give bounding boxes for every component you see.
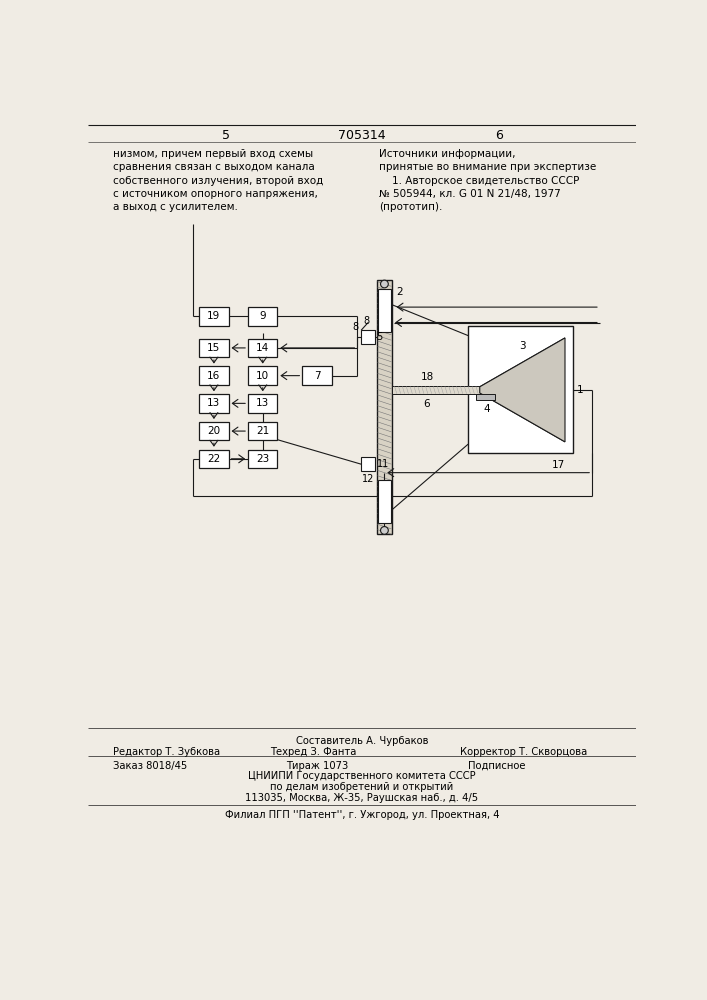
Bar bbox=[248, 422, 277, 440]
Text: 5: 5 bbox=[377, 332, 383, 342]
Bar bbox=[199, 339, 228, 357]
Text: 15: 15 bbox=[207, 343, 221, 353]
Text: 19: 19 bbox=[207, 311, 221, 321]
Text: Заказ 8018/45: Заказ 8018/45 bbox=[113, 761, 187, 771]
Bar bbox=[303, 366, 332, 385]
Text: 13: 13 bbox=[207, 398, 221, 408]
Text: 113035, Москва, Ж-35, Раушская наб., д. 4/5: 113035, Москва, Ж-35, Раушская наб., д. … bbox=[245, 793, 479, 803]
Bar bbox=[378, 289, 391, 332]
Text: 6: 6 bbox=[423, 399, 431, 409]
Text: 13: 13 bbox=[256, 398, 269, 408]
Text: 17: 17 bbox=[552, 460, 566, 470]
Text: Техред З. Фанта: Техред З. Фанта bbox=[271, 747, 357, 757]
Bar bbox=[199, 394, 228, 413]
Text: Подписное: Подписное bbox=[468, 761, 525, 771]
Text: 23: 23 bbox=[256, 454, 269, 464]
Text: 16: 16 bbox=[207, 371, 221, 381]
Text: 11: 11 bbox=[377, 459, 389, 469]
Text: Составитель А. Чурбаков: Составитель А. Чурбаков bbox=[296, 736, 428, 746]
Text: 705314: 705314 bbox=[338, 129, 386, 142]
Bar bbox=[248, 450, 277, 468]
Text: 10: 10 bbox=[256, 371, 269, 381]
Text: 2: 2 bbox=[396, 287, 403, 297]
Bar bbox=[248, 307, 277, 326]
Text: Корректор Т. Скворцова: Корректор Т. Скворцова bbox=[460, 747, 588, 757]
Bar bbox=[361, 330, 375, 344]
Circle shape bbox=[380, 527, 388, 534]
Polygon shape bbox=[480, 338, 565, 442]
Bar bbox=[248, 366, 277, 385]
Circle shape bbox=[380, 280, 388, 288]
Text: 18: 18 bbox=[421, 372, 433, 382]
Bar bbox=[476, 394, 495, 400]
Bar bbox=[377, 280, 392, 534]
Text: 7: 7 bbox=[314, 371, 320, 381]
Text: ЦНИИПИ Государственного комитета СССР: ЦНИИПИ Государственного комитета СССР bbox=[248, 771, 476, 781]
Text: 3: 3 bbox=[519, 341, 526, 351]
Text: по делам изобретений и открытий: по делам изобретений и открытий bbox=[270, 782, 454, 792]
Text: 5: 5 bbox=[222, 129, 230, 142]
Bar bbox=[468, 326, 573, 453]
Text: 8: 8 bbox=[363, 316, 370, 326]
Text: 21: 21 bbox=[256, 426, 269, 436]
Bar bbox=[199, 307, 228, 326]
Text: 20: 20 bbox=[207, 426, 221, 436]
Text: Тираж 1073: Тираж 1073 bbox=[286, 761, 349, 771]
Text: 1: 1 bbox=[577, 385, 583, 395]
Text: 9: 9 bbox=[259, 311, 266, 321]
Text: 6: 6 bbox=[495, 129, 503, 142]
Text: Редактор Т. Зубкова: Редактор Т. Зубкова bbox=[113, 747, 221, 757]
Bar bbox=[392, 386, 480, 394]
Bar bbox=[199, 422, 228, 440]
Text: 4: 4 bbox=[484, 404, 491, 414]
Bar bbox=[361, 457, 375, 471]
Text: 8: 8 bbox=[353, 322, 359, 332]
Bar bbox=[199, 450, 228, 468]
Text: Источники информации,
принятые во внимание при экспертизе
    1. Авторское свиде: Источники информации, принятые во вниман… bbox=[379, 149, 596, 212]
Text: 14: 14 bbox=[256, 343, 269, 353]
Text: низмом, причем первый вход схемы
сравнения связан с выходом канала
собственного : низмом, причем первый вход схемы сравнен… bbox=[113, 149, 323, 212]
Text: 12: 12 bbox=[362, 474, 374, 484]
Bar bbox=[199, 366, 228, 385]
Bar bbox=[248, 339, 277, 357]
Bar bbox=[378, 480, 391, 523]
Bar bbox=[248, 394, 277, 413]
Text: 22: 22 bbox=[207, 454, 221, 464]
Text: Филиал ПГП ''Патент'', г. Ужгород, ул. Проектная, 4: Филиал ПГП ''Патент'', г. Ужгород, ул. П… bbox=[225, 810, 499, 820]
